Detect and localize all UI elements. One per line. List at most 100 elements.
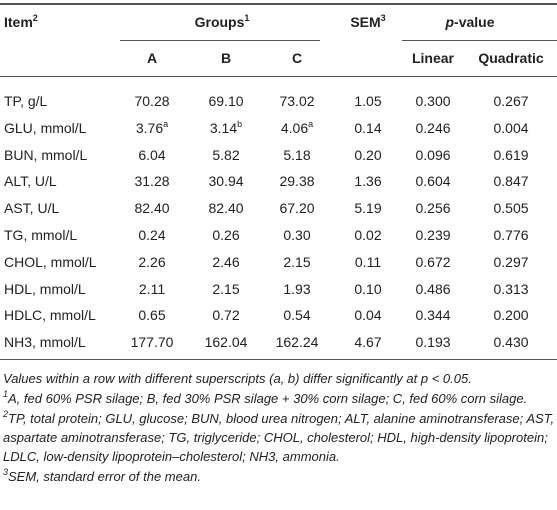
cell-sup: a bbox=[163, 118, 169, 129]
cell-value: 0.847 bbox=[493, 173, 529, 190]
cell: 177.70 bbox=[131, 333, 174, 351]
column-header: Quadratic bbox=[478, 49, 543, 67]
cell-value: 82.40 bbox=[208, 200, 244, 217]
cell: 69.10 bbox=[208, 92, 243, 110]
cell-value: 2.15 bbox=[212, 280, 240, 297]
footnote-text: TP, total protein; GLU, glucose; BUN, bl… bbox=[3, 411, 555, 464]
cell: 0.004 bbox=[493, 119, 528, 137]
cell: 2.15 bbox=[283, 253, 310, 271]
cell-value: 177.70 bbox=[130, 334, 174, 351]
cell: 162.04 bbox=[205, 333, 248, 351]
cell: 30.94 bbox=[208, 172, 243, 190]
cell-value: HDL, mmol/L bbox=[4, 280, 86, 297]
row-label: TG, mmol/L bbox=[4, 226, 77, 244]
cell-value: 0.65 bbox=[138, 307, 166, 324]
item-header: Item2 bbox=[4, 13, 38, 31]
cell: 0.486 bbox=[415, 280, 450, 298]
cell: 0.54 bbox=[283, 306, 310, 324]
cell: 0.256 bbox=[415, 199, 450, 217]
pvalue-text: -value bbox=[454, 14, 495, 30]
cell-value: 0.239 bbox=[415, 227, 451, 243]
cell-value: BUN, mmol/L bbox=[4, 146, 88, 163]
cell-value: 2.15 bbox=[283, 253, 311, 270]
footnote: 2TP, total protein; GLU, glucose; BUN, b… bbox=[3, 409, 555, 466]
column-text: Linear bbox=[411, 50, 455, 66]
column-header: C bbox=[292, 49, 302, 67]
cell-value: 3.76 bbox=[135, 119, 164, 136]
cell: 70.28 bbox=[134, 92, 169, 110]
cell: 4.67 bbox=[354, 333, 381, 351]
groups-rule bbox=[120, 40, 320, 41]
column-header: Linear bbox=[412, 49, 454, 67]
cell-value: 0.54 bbox=[283, 307, 311, 324]
cell: 0.604 bbox=[415, 172, 450, 190]
cell: 0.193 bbox=[415, 333, 450, 351]
cell-value: 0.004 bbox=[493, 119, 529, 136]
cell: 162.24 bbox=[276, 333, 319, 351]
row-label: BUN, mmol/L bbox=[4, 146, 87, 164]
cell: 0.267 bbox=[493, 92, 528, 110]
cell-value: GLU, mmol/L bbox=[4, 119, 87, 136]
cell: 0.11 bbox=[355, 253, 381, 271]
cell-value: 0.619 bbox=[493, 146, 529, 163]
cell-sup: a bbox=[308, 118, 314, 129]
cell-value: ALT, U/L bbox=[4, 173, 57, 190]
cell-value: 0.24 bbox=[138, 227, 166, 243]
footnote-text: A, fed 60% PSR silage; B, fed 30% PSR si… bbox=[8, 391, 528, 406]
cell-value: 0.267 bbox=[493, 93, 529, 109]
cell-value: 0.200 bbox=[493, 307, 529, 324]
cell-value: 29.38 bbox=[279, 173, 315, 190]
cell-value: 0.193 bbox=[415, 334, 451, 351]
column-header: A bbox=[147, 49, 157, 67]
cell-value: 0.14 bbox=[354, 119, 382, 136]
cell: 1.36 bbox=[354, 172, 381, 190]
cell-value: 5.82 bbox=[212, 146, 240, 163]
cell: 31.28 bbox=[134, 172, 169, 190]
column-text: A bbox=[146, 50, 158, 66]
cell: 2.46 bbox=[212, 253, 239, 271]
cell: 0.239 bbox=[415, 226, 450, 244]
cell: 0.096 bbox=[415, 146, 450, 164]
cell: 73.02 bbox=[279, 92, 314, 110]
cell: 0.313 bbox=[493, 280, 528, 298]
cell-value: 0.02 bbox=[354, 227, 382, 243]
cell: 4.06a bbox=[281, 119, 313, 137]
cell: 3.76a bbox=[136, 119, 168, 137]
cell-value: 4.67 bbox=[354, 334, 382, 351]
groups-header: Groups1 bbox=[195, 13, 250, 31]
footnote: 1A, fed 60% PSR silage; B, fed 30% PSR s… bbox=[3, 389, 555, 408]
footnote-sup: 2 bbox=[3, 409, 9, 419]
cell-sup: b bbox=[237, 118, 243, 129]
item-sup: 2 bbox=[32, 13, 38, 23]
row-label: GLU, mmol/L bbox=[4, 119, 86, 137]
sem-header: SEM3 bbox=[350, 13, 385, 31]
cell-value: 0.486 bbox=[415, 280, 451, 297]
column-text: C bbox=[291, 50, 303, 66]
cell: 0.344 bbox=[415, 306, 450, 324]
cell-value: 0.776 bbox=[493, 227, 529, 243]
cell-value: 30.94 bbox=[208, 173, 244, 190]
cell-value: 0.256 bbox=[415, 200, 451, 217]
cell: 0.672 bbox=[415, 253, 450, 271]
cell-value: 0.300 bbox=[415, 93, 451, 109]
cell: 0.847 bbox=[493, 172, 528, 190]
cell: 0.02 bbox=[354, 226, 381, 244]
sem-text: SEM bbox=[350, 14, 381, 30]
cell-value: 0.313 bbox=[493, 280, 529, 297]
cell: 0.505 bbox=[493, 199, 528, 217]
cell-value: CHOL, mmol/L bbox=[4, 253, 97, 270]
cell-value: 0.04 bbox=[354, 307, 382, 324]
cell: 1.05 bbox=[354, 92, 381, 110]
cell: 0.24 bbox=[138, 226, 165, 244]
footnote-sup: 1 bbox=[3, 389, 9, 399]
footnote: Values within a row with different super… bbox=[3, 369, 555, 388]
column-header: B bbox=[221, 49, 231, 67]
cell: 0.619 bbox=[493, 146, 528, 164]
cell-value: NH3, mmol/L bbox=[4, 334, 86, 351]
cell: 82.40 bbox=[134, 199, 169, 217]
cell-value: 70.28 bbox=[134, 93, 170, 109]
cell: 2.11 bbox=[139, 280, 165, 298]
row-label: HDL, mmol/L bbox=[4, 280, 86, 298]
cell: 0.20 bbox=[354, 146, 381, 164]
cell: 0.297 bbox=[493, 253, 528, 271]
